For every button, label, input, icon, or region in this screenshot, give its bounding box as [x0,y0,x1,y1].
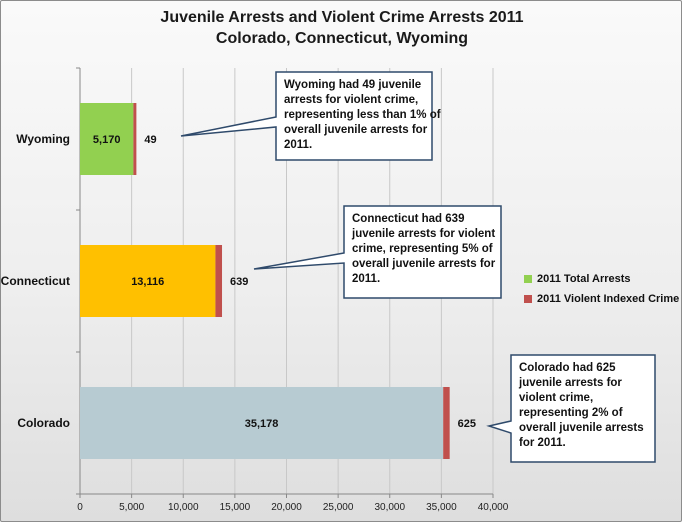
legend-label: 2011 Total Arrests [537,273,631,285]
annotation-line: juvenile arrests for [519,377,622,389]
legend-swatch [524,275,532,283]
x-tick-label: 15,000 [220,502,251,513]
legend-label: 2011 Violent Indexed Crime [537,293,680,305]
annotation-wyoming: Wyoming had 49 juvenile arrests for viole… [284,78,441,153]
x-tick-label: 30,000 [374,502,405,513]
annotation-line: representing less than 1% of [284,109,441,121]
annotation-line: violent crime, [519,392,594,404]
y-category-label: Connecticut [1,274,70,288]
x-tick-label: 0 [77,502,83,513]
chart-title: Juvenile Arrests and Violent Crime Arres… [160,9,524,26]
legend-item: 2011 Violent Indexed Crime [524,293,679,305]
bar-violent-colorado [443,387,450,459]
annotation-line: 2011. [284,139,313,151]
data-label-total: 13,116 [131,276,164,288]
legend-swatch [524,295,532,303]
data-label-total: 35,178 [245,418,279,430]
bar-violent-connecticut [215,245,223,317]
annotation-line: crime, representing 5% of [352,243,493,255]
annotation-line: overall juvenile arrests for [352,258,496,270]
annotation-line: overall juvenile arrests [519,422,644,434]
annotation-line: for 2011. [519,437,566,449]
data-label-violent: 49 [144,134,156,146]
x-tick-label: 25,000 [323,502,354,513]
x-tick-label: 35,000 [426,502,457,513]
chart-subtitle: Colorado, Connecticut, Wyoming [215,30,469,47]
data-label-violent: 625 [458,418,476,430]
annotation-line: representing 2% of [519,407,623,419]
annotation-colorado: Colorado had 625 juvenile arrests for viol… [519,361,644,451]
bar-total-connecticut [80,245,216,317]
callout-box-connecticut [253,205,502,299]
annotation-line: overall juvenile arrests for [284,124,428,136]
y-category-label: Wyoming [16,132,70,146]
annotation-line: arrests for violent crime, [284,94,419,106]
callout-box-wyoming [180,71,433,161]
annotation-line: Connecticut had 639 [352,213,465,225]
annotation-connecticut: Connecticut had 639 juvenile arrests for … [352,212,495,287]
annotation-line: Wyoming had 49 juvenile [284,79,422,91]
x-tick-label: 10,000 [168,502,199,513]
data-label-total: 5,170 [93,134,121,146]
x-tick-label: 5,000 [119,502,144,513]
bar-total-wyoming [80,103,134,175]
callout-box-colorado [486,354,656,463]
y-category-label: Colorado [17,416,70,430]
bar-violent-wyoming [133,103,137,175]
annotation-line: juvenile arrests for violent [352,228,496,240]
annotation-line: 2011. [352,273,381,285]
legend-item: 2011 Total Arrests [524,273,631,285]
x-tick-label: 40,000 [478,502,509,513]
annotation-line: Colorado had 625 [519,362,616,374]
x-tick-label: 20,000 [271,502,302,513]
bar-total-colorado [80,387,444,459]
data-label-violent: 639 [230,276,248,288]
